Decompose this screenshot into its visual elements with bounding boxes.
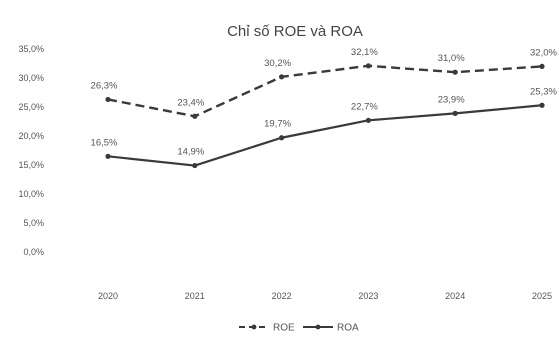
legend-marker-roa: [315, 324, 321, 330]
data-point-roa: [192, 162, 198, 169]
y-tick-label: 10,0%: [18, 189, 44, 199]
data-point-roa: [105, 153, 111, 159]
data-point-roe: [279, 74, 285, 80]
data-label-roe: 30,2%: [264, 58, 291, 69]
legend-label-roe: ROE: [273, 323, 295, 334]
series-line-roa: [107, 104, 543, 167]
data-label-roe: 32,0%: [530, 47, 557, 58]
data-point-roa: [539, 102, 545, 108]
data-point-roa: [365, 117, 371, 123]
plot-area: 26,3% 23,4% 30,2% 32,1% 31,0% 32,0% 16,5% 14,9%…: [91, 47, 557, 169]
legend-marker-roe: [251, 324, 257, 330]
x-tick-label: 2022: [272, 291, 292, 301]
data-label-roe: 32,1%: [351, 47, 378, 58]
series-line-roe: [107, 64, 543, 118]
data-point-roe: [105, 96, 111, 103]
data-point-roe: [192, 113, 198, 119]
data-label-roa: 16,5%: [91, 137, 118, 148]
data-point-roe: [539, 63, 545, 69]
data-label-roa: 19,7%: [264, 119, 291, 130]
y-tick-label: 15,0%: [18, 160, 44, 170]
x-tick-label: 2025: [532, 291, 552, 301]
x-tick-label: 2020: [98, 291, 118, 301]
legend-label-roa: ROA: [337, 323, 359, 334]
data-point-roa: [452, 110, 458, 116]
x-tick-label: 2024: [445, 291, 465, 301]
y-tick-label: 30,0%: [18, 73, 44, 83]
x-tick-label: 2023: [358, 291, 378, 301]
legend: ROE ROA: [239, 323, 359, 334]
x-axis: 2020 2021 2022 2023 2024 2025: [98, 291, 552, 301]
data-label-roe: 26,3%: [91, 80, 118, 91]
x-tick-label: 2021: [185, 291, 205, 301]
data-label-roa: 23,9%: [438, 94, 465, 105]
data-label-roa: 25,3%: [530, 86, 557, 97]
data-point-roa: [279, 135, 285, 141]
data-label-roe: 31,0%: [438, 53, 465, 64]
y-tick-label: 5,0%: [23, 218, 44, 228]
y-axis: 0,0% 5,0% 10,0% 15,0% 20,0% 25,0% 30,0% 35,0%: [18, 44, 44, 257]
y-tick-label: 20,0%: [18, 131, 44, 141]
data-label-roa: 14,9%: [177, 147, 204, 158]
chart-title: Chỉ số ROE và ROA: [227, 23, 363, 40]
data-point-roe: [452, 69, 458, 75]
y-tick-label: 25,0%: [18, 102, 44, 112]
data-point-roe: [365, 63, 371, 69]
y-tick-label: 0,0%: [23, 247, 44, 257]
data-label-roa: 22,7%: [351, 101, 378, 112]
data-label-roe: 23,4%: [177, 97, 204, 108]
y-tick-label: 35,0%: [18, 44, 44, 54]
